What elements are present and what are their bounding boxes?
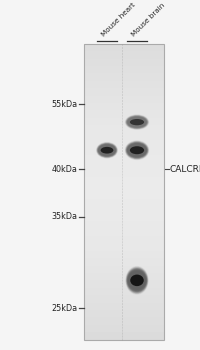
Ellipse shape xyxy=(125,115,149,129)
Bar xyxy=(84,243,164,251)
Ellipse shape xyxy=(96,142,118,158)
Text: Mouse brain: Mouse brain xyxy=(131,2,166,37)
Ellipse shape xyxy=(125,141,149,160)
Ellipse shape xyxy=(126,142,148,158)
Bar xyxy=(84,51,164,58)
Bar xyxy=(84,288,164,295)
Bar xyxy=(84,280,164,288)
Bar xyxy=(84,125,164,133)
Bar xyxy=(84,44,164,340)
Ellipse shape xyxy=(101,147,113,154)
Bar xyxy=(84,66,164,74)
Ellipse shape xyxy=(126,142,148,159)
Bar xyxy=(84,155,164,162)
Bar xyxy=(84,221,164,229)
Bar xyxy=(84,177,164,184)
Ellipse shape xyxy=(130,119,144,125)
Ellipse shape xyxy=(98,144,116,156)
Bar xyxy=(84,110,164,118)
Bar xyxy=(84,81,164,88)
Bar xyxy=(84,317,164,325)
Ellipse shape xyxy=(125,266,149,295)
Ellipse shape xyxy=(127,117,147,128)
Bar xyxy=(84,310,164,317)
Ellipse shape xyxy=(127,269,147,292)
Bar xyxy=(84,258,164,266)
Text: Mouse heart: Mouse heart xyxy=(101,1,137,37)
Bar xyxy=(84,302,164,310)
Text: 35kDa: 35kDa xyxy=(51,212,77,221)
Bar xyxy=(84,199,164,206)
Ellipse shape xyxy=(96,142,118,159)
Text: 25kDa: 25kDa xyxy=(51,304,77,313)
Bar xyxy=(84,118,164,125)
Bar xyxy=(84,96,164,103)
Bar xyxy=(84,184,164,192)
Ellipse shape xyxy=(127,142,147,158)
Bar xyxy=(84,332,164,340)
Ellipse shape xyxy=(98,145,116,156)
Ellipse shape xyxy=(125,141,149,159)
Ellipse shape xyxy=(125,114,149,130)
Text: 40kDa: 40kDa xyxy=(51,165,77,174)
Ellipse shape xyxy=(125,140,149,160)
Ellipse shape xyxy=(130,274,144,286)
Ellipse shape xyxy=(128,117,146,127)
Bar xyxy=(84,273,164,280)
Bar xyxy=(84,88,164,96)
Bar xyxy=(84,140,164,147)
Bar xyxy=(84,44,164,51)
Bar xyxy=(84,251,164,258)
Ellipse shape xyxy=(128,271,146,290)
Bar xyxy=(84,325,164,332)
Bar xyxy=(84,58,164,66)
Bar xyxy=(84,266,164,273)
Bar xyxy=(84,214,164,221)
Ellipse shape xyxy=(127,270,147,291)
Ellipse shape xyxy=(127,143,147,158)
Bar xyxy=(84,229,164,236)
Ellipse shape xyxy=(98,144,116,156)
Bar xyxy=(84,74,164,81)
Bar xyxy=(84,162,164,169)
Ellipse shape xyxy=(97,142,117,158)
Ellipse shape xyxy=(128,144,146,157)
Bar xyxy=(84,169,164,177)
Ellipse shape xyxy=(126,268,148,293)
Ellipse shape xyxy=(130,146,144,154)
Ellipse shape xyxy=(127,116,147,128)
Bar xyxy=(84,295,164,302)
Ellipse shape xyxy=(126,267,148,294)
Ellipse shape xyxy=(126,116,148,128)
Text: CALCRL: CALCRL xyxy=(170,165,200,174)
Bar xyxy=(84,147,164,155)
Bar xyxy=(84,133,164,140)
Bar xyxy=(84,236,164,243)
Ellipse shape xyxy=(97,144,117,157)
Bar xyxy=(84,192,164,199)
Bar xyxy=(84,103,164,110)
Bar xyxy=(84,206,164,214)
Ellipse shape xyxy=(126,116,148,129)
Ellipse shape xyxy=(125,114,149,130)
Ellipse shape xyxy=(126,267,148,293)
Ellipse shape xyxy=(128,270,146,290)
Ellipse shape xyxy=(97,143,117,158)
Text: 55kDa: 55kDa xyxy=(51,100,77,109)
